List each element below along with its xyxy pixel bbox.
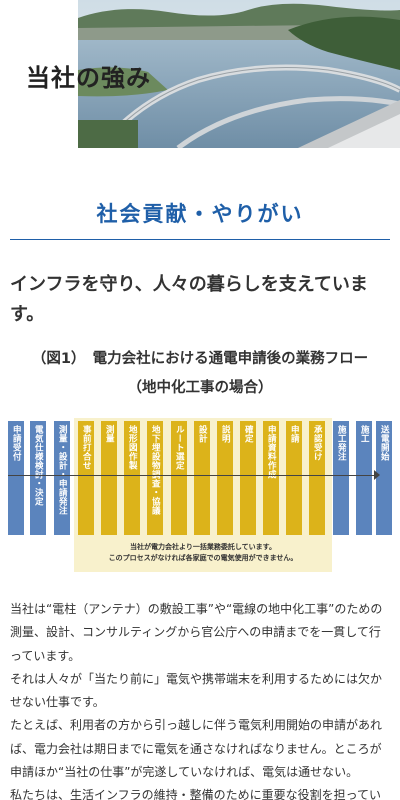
flow-step-label: 地下埋設物調査・協議	[150, 425, 161, 515]
flow-step: 送電開始	[376, 421, 392, 535]
note-line-1: 当社が電力会社より一括業務委託しています。	[130, 543, 276, 551]
flow-step-label: 申請	[289, 425, 300, 443]
flow-step: 申請資料作成	[263, 421, 279, 535]
body-paragraph-3: たとえば、利用者の方から引っ越しに伴う電気利用開始の申請があれば、電力会社は期日…	[10, 718, 383, 780]
flow-step: 測量	[101, 421, 117, 535]
flow-step-label: 承認受け	[312, 425, 323, 461]
body-paragraph-1: 当社は“電柱（アンテナ）の敷設工事”や“電線の地中化工事”のための測量、設計、コ…	[10, 602, 383, 663]
body-text: 当社は“電柱（アンテナ）の敷設工事”や“電線の地中化工事”のための測量、設計、コ…	[10, 598, 392, 800]
flow-step-label: 確定	[243, 425, 254, 443]
business-flow-diagram: 申請受付 電気仕様検討・決定 測量・設計・申請発注 事前打合せ 測量 地形図作製 地下埋設物…	[8, 418, 392, 574]
hero-banner: 当社の強み	[0, 0, 400, 148]
flow-step-label: 測量	[104, 425, 115, 443]
hero-title: 当社の強み	[26, 64, 151, 92]
flow-step-label: 電気仕様検討・決定	[33, 425, 44, 506]
flow-step: 設計	[194, 421, 210, 535]
body-paragraph-4: 私たちは、生活インフラの維持・整備のために重要な役割を担っていま	[10, 788, 382, 800]
flow-step-label: ルート選定	[174, 425, 185, 470]
flow-step-label: 施工	[359, 425, 370, 443]
flow-step-label: 測量・設計・申請発注	[57, 425, 68, 515]
flow-step: ルート選定	[171, 421, 187, 535]
flow-step: 申請受付	[8, 421, 24, 535]
flow-step: 承認受け	[309, 421, 325, 535]
figure-subcaption: （地中化工事の場合）	[127, 380, 273, 396]
section-title: 社会貢献・やりがい	[96, 202, 304, 226]
lead-heading: インフラを守り、人々の暮らしを支えています。	[10, 274, 368, 325]
flow-step: 事前打合せ	[78, 421, 94, 535]
outsourcing-note: 当社が電力会社より一括業務委託しています。 このプロセスがなければ各家庭での電気…	[74, 542, 332, 564]
flow-step-label: 説明	[220, 425, 231, 443]
flow-step: 施工発注	[333, 421, 349, 535]
flow-step: 地形図作製	[124, 421, 140, 535]
flow-step: 確定	[240, 421, 256, 535]
flow-step: 測量・設計・申請発注	[54, 421, 70, 535]
flow-step: 施工	[356, 421, 372, 535]
flow-step-label: 地形図作製	[127, 425, 138, 470]
flow-step-label: 申請資料作成	[266, 425, 277, 479]
figure-caption: （図1） 電力会社における通電申請後の業務フロー	[31, 351, 369, 367]
flow-step: 申請	[286, 421, 302, 535]
flow-step-label: 申請受付	[11, 425, 22, 461]
hero-photo-bridge-bay	[78, 0, 400, 148]
flow-arrowhead-icon	[374, 470, 380, 480]
flow-step: 地下埋設物調査・協議	[147, 421, 163, 535]
flow-step: 説明	[217, 421, 233, 535]
flow-step: 電気仕様検討・決定	[30, 421, 46, 535]
flow-step-label: 施工発注	[336, 425, 347, 461]
section-divider	[10, 239, 390, 240]
flow-step-label: 事前打合せ	[81, 425, 92, 470]
body-paragraph-2: それは人々が「当たり前に」電気や携帯端末を利用するためには欠かせない仕事です。	[10, 671, 383, 710]
note-line-2: このプロセスがなければ各家庭での電気使用ができません。	[108, 554, 298, 562]
flow-arrow-line	[8, 475, 378, 476]
flow-step-label: 送電開始	[379, 425, 390, 461]
flow-step-label: 設計	[197, 425, 208, 443]
